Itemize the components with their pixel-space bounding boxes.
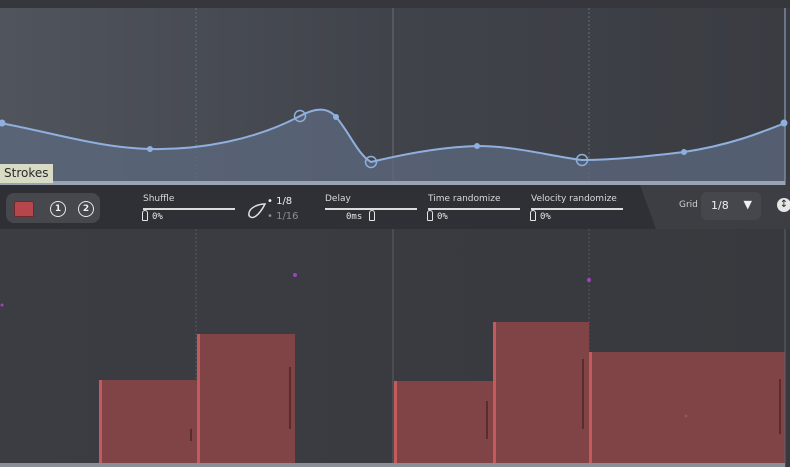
rate-option-1-16[interactable]: • 1/16 bbox=[267, 211, 299, 222]
velocity-randomize-label: Velocity randomize bbox=[531, 194, 617, 204]
velocity-bar[interactable] bbox=[493, 322, 589, 463]
velocity-bar[interactable] bbox=[394, 381, 493, 463]
timeline-bottom-bar bbox=[0, 463, 785, 467]
lfo-node[interactable] bbox=[474, 143, 480, 149]
chevron-down-icon: ▼ bbox=[743, 198, 752, 211]
lfo-node[interactable] bbox=[780, 119, 788, 127]
marker-dot bbox=[293, 273, 297, 277]
updown-arrow-icon[interactable]: ↕ bbox=[777, 198, 790, 212]
lfo-node[interactable] bbox=[147, 146, 153, 152]
velocity-canvas[interactable] bbox=[0, 229, 790, 467]
velocity-randomize-slider[interactable] bbox=[531, 208, 623, 210]
lfo-handle[interactable] bbox=[575, 153, 589, 167]
delay-slider[interactable] bbox=[325, 208, 417, 210]
stroke-1-button[interactable]: 1 bbox=[50, 201, 66, 217]
lfo-node[interactable] bbox=[0, 119, 6, 127]
velocity-bar[interactable] bbox=[197, 334, 295, 463]
grid-select[interactable]: 1/8 ▼ bbox=[701, 192, 761, 220]
stroke-color-swatch[interactable] bbox=[14, 201, 34, 217]
lfo-curve-line bbox=[0, 108, 786, 164]
stroke-2-button[interactable]: 2 bbox=[78, 201, 94, 217]
delay-thumb[interactable] bbox=[369, 210, 375, 221]
shuffle-thumb[interactable] bbox=[142, 210, 148, 221]
lfo-curve-canvas[interactable] bbox=[0, 0, 790, 185]
grid-label: Grid bbox=[679, 200, 698, 210]
shuffle-slider[interactable] bbox=[143, 208, 235, 210]
delay-value[interactable]: 0ms bbox=[346, 212, 363, 222]
lfo-handle[interactable] bbox=[364, 155, 378, 169]
grid-value: 1/8 bbox=[711, 199, 729, 212]
lfo-handle[interactable] bbox=[293, 109, 307, 123]
strokes-label: Strokes bbox=[0, 164, 53, 183]
velocity-randomize-value[interactable]: 0% bbox=[540, 212, 551, 222]
delay-label: Delay bbox=[325, 194, 351, 204]
time-randomize-value[interactable]: 0% bbox=[437, 212, 448, 222]
groove-toolbar: 1 2 Shuffle 0% • 1/8 • 1/16 Delay 0ms Ti… bbox=[0, 185, 790, 229]
velocity-randomize-thumb[interactable] bbox=[530, 210, 536, 221]
velocity-bar[interactable] bbox=[589, 352, 785, 463]
velocity-panel[interactable] bbox=[0, 229, 790, 467]
shuffle-label: Shuffle bbox=[143, 194, 175, 204]
lfo-node[interactable] bbox=[681, 149, 687, 155]
time-randomize-thumb[interactable] bbox=[427, 210, 433, 221]
drop-icon bbox=[248, 203, 267, 219]
marker-dot bbox=[587, 278, 591, 282]
stroke-selector-group: 1 2 bbox=[6, 193, 100, 223]
time-randomize-label: Time randomize bbox=[428, 194, 501, 204]
lfo-node[interactable] bbox=[333, 114, 339, 120]
lfo-curve-panel[interactable]: Strokes bbox=[0, 0, 790, 185]
lfo-area bbox=[0, 109, 785, 185]
marker-dot bbox=[0, 303, 4, 307]
time-randomize-slider[interactable] bbox=[428, 208, 520, 210]
velocity-bar[interactable] bbox=[99, 380, 197, 463]
rate-option-1-8[interactable]: • 1/8 bbox=[267, 196, 293, 207]
shuffle-value[interactable]: 0% bbox=[152, 212, 163, 222]
